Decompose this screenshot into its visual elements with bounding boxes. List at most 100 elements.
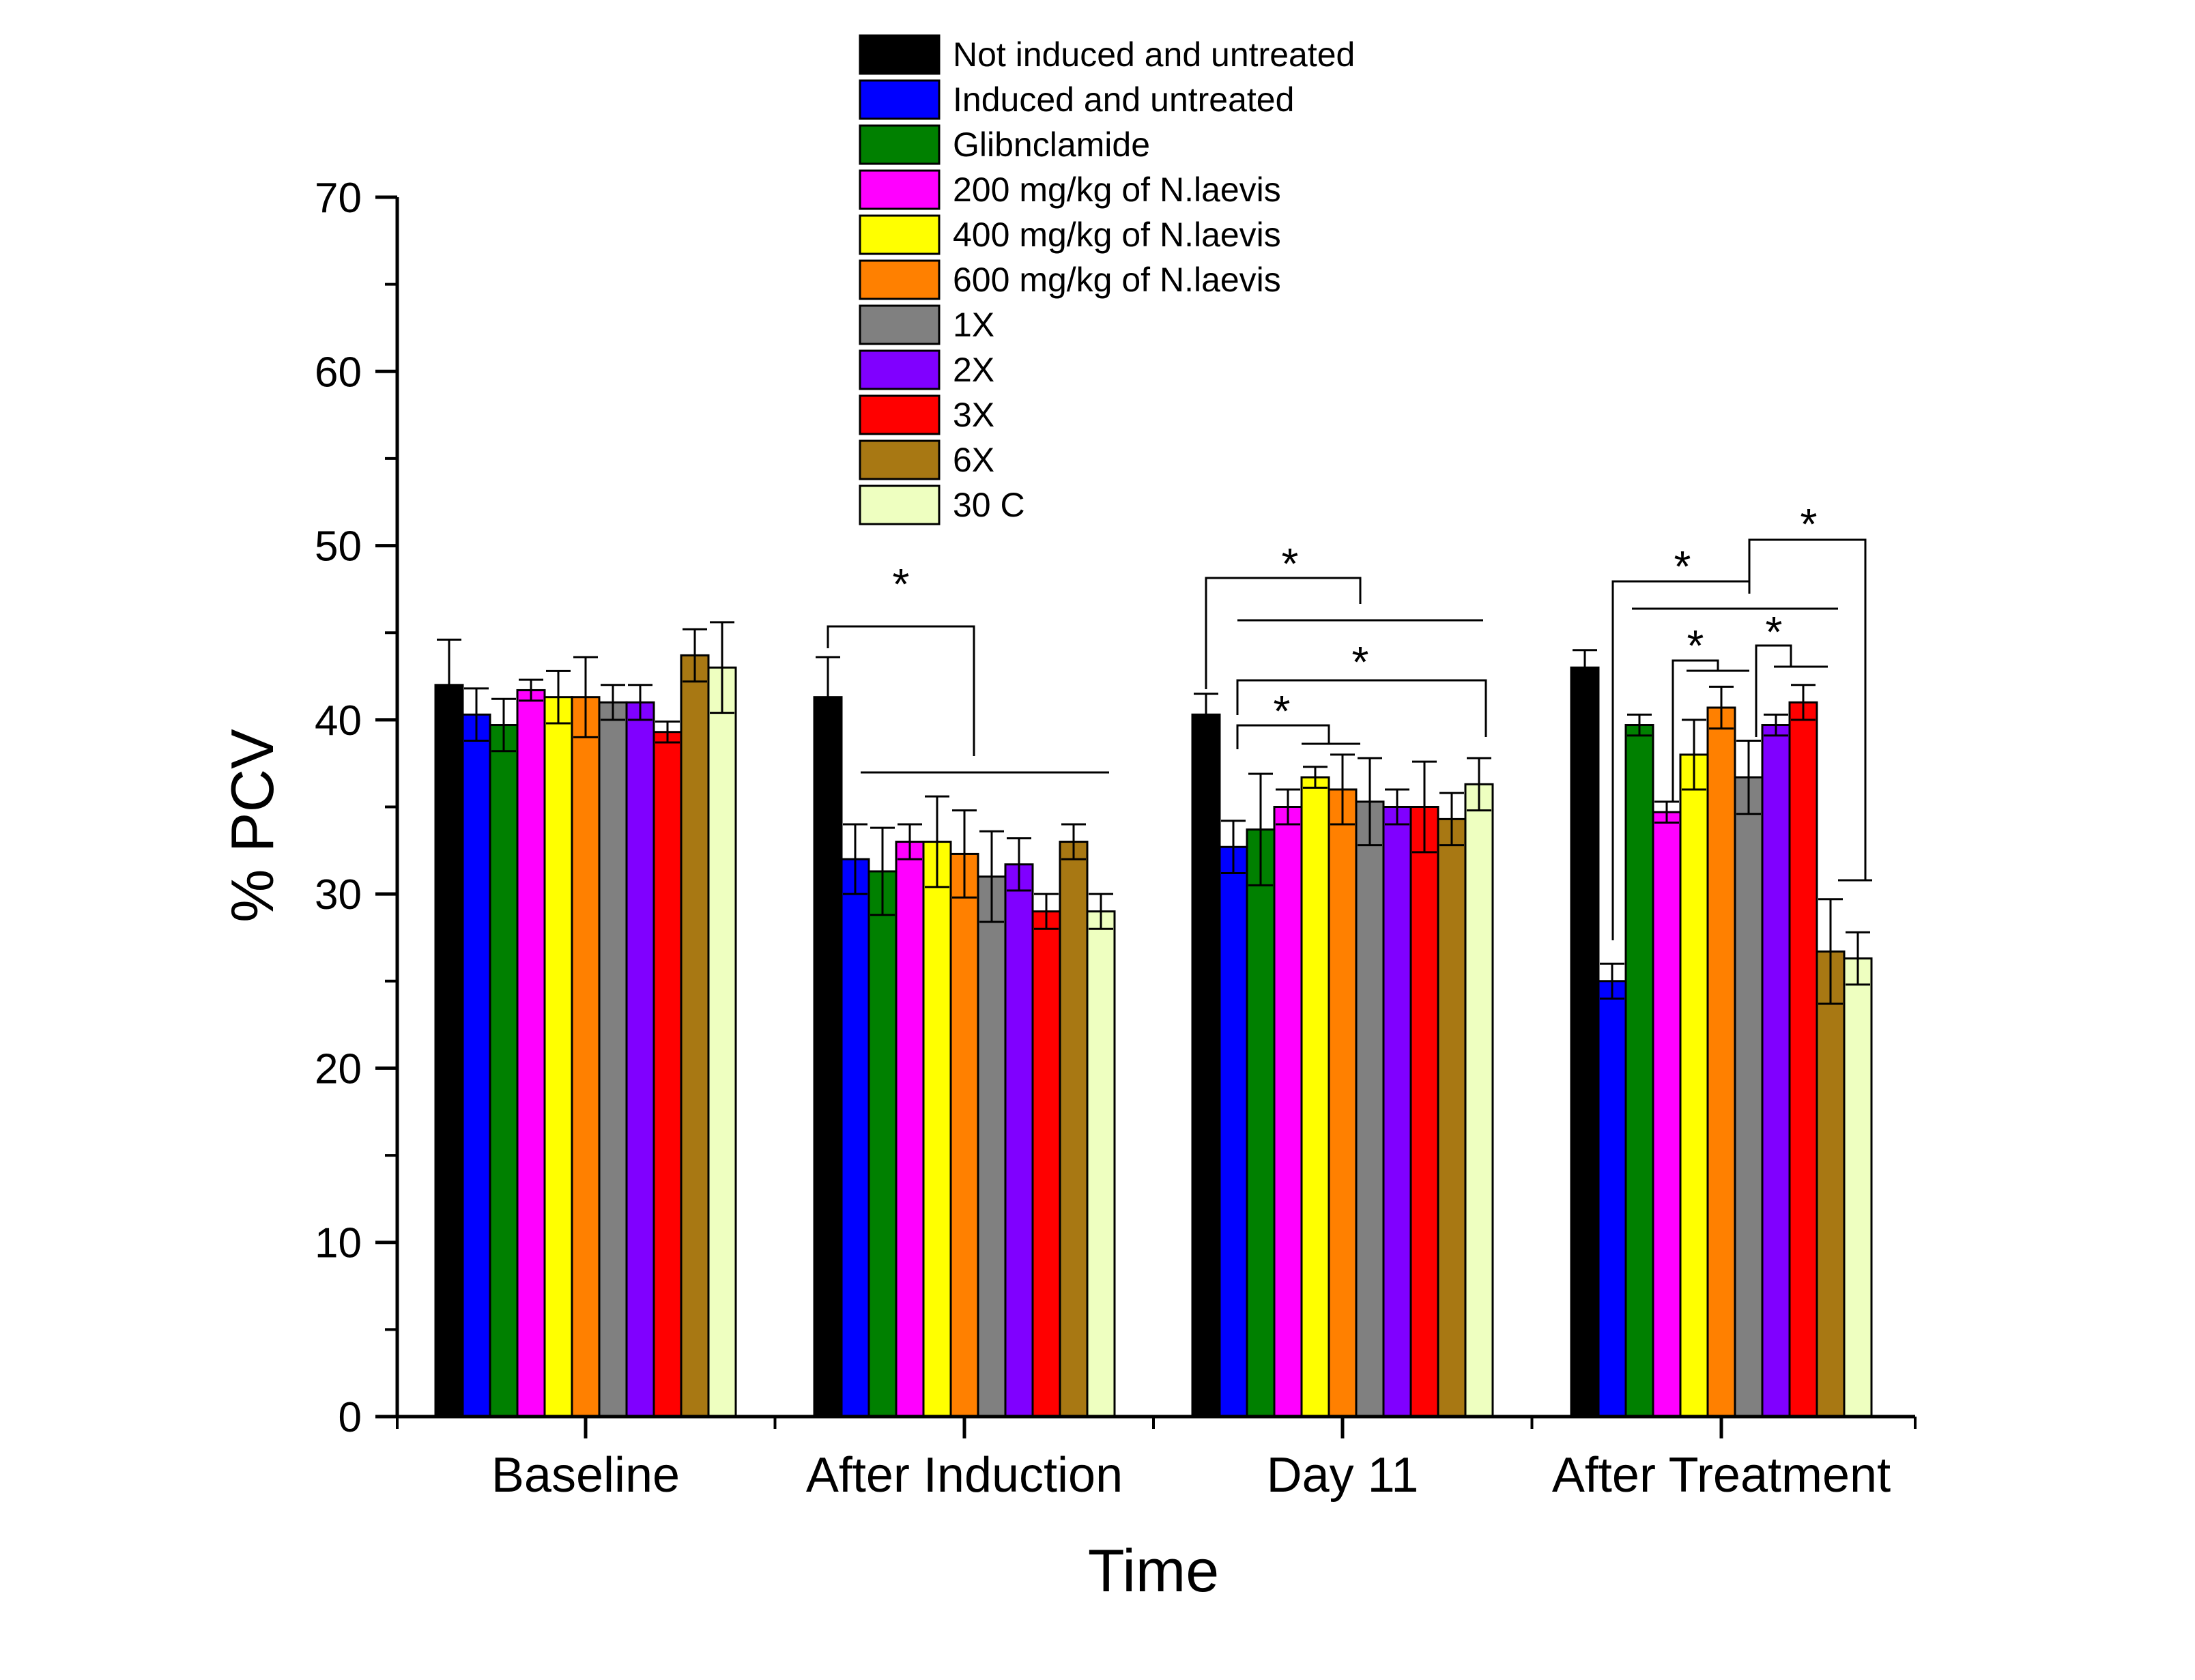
bar-1-1 xyxy=(840,858,870,1418)
error-bar-8-3 xyxy=(1791,684,1816,721)
error-bar-9-3 xyxy=(1818,898,1843,1005)
star-treatment-c: * xyxy=(1687,621,1704,670)
error-bar-2-1 xyxy=(870,826,895,916)
error-bar-4-1 xyxy=(925,795,949,888)
bar-2-0 xyxy=(489,724,519,1418)
bar-9-0 xyxy=(680,654,710,1418)
error-bar-2-3 xyxy=(1627,713,1652,737)
error-bar-8-1 xyxy=(1034,893,1059,930)
bar-0-2 xyxy=(1191,713,1221,1418)
star-day11-a: * xyxy=(1282,539,1299,588)
x-category-label-1: After Induction xyxy=(806,1448,1123,1503)
legend: Not induced and untreated Induced and unt… xyxy=(859,34,1355,525)
bars-layer xyxy=(434,654,1873,1418)
error-bar-2-2 xyxy=(1248,772,1273,886)
legend-item-0: Not induced and untreated xyxy=(859,34,1355,75)
legend-swatch-7 xyxy=(859,349,941,390)
bracket-treatment-a xyxy=(1611,580,1751,940)
error-bar-3-3 xyxy=(1654,800,1679,824)
error-bar-10-0 xyxy=(710,621,734,714)
bracket-treatment-e xyxy=(1672,659,1719,801)
legend-swatch-2 xyxy=(859,124,941,165)
y-tick-label-60: 60 xyxy=(315,349,362,396)
error-bar-5-1 xyxy=(952,809,977,899)
bar-1-3 xyxy=(1597,980,1627,1418)
legend-item-4: 400 mg/kg of N.laevis xyxy=(859,214,1281,255)
legend-swatch-8 xyxy=(859,394,941,435)
error-bar-5-3 xyxy=(1709,685,1734,730)
legend-label-5: 600 mg/kg of N.laevis xyxy=(953,261,1281,299)
legend-label-1: Induced and untreated xyxy=(953,81,1294,119)
bar-7-2 xyxy=(1382,806,1412,1418)
y-tick-label-40: 40 xyxy=(315,697,362,744)
bracket-day11-c xyxy=(1236,679,1487,737)
legend-swatch-4 xyxy=(859,214,941,255)
legend-label-2: Glibnclamide xyxy=(953,126,1150,164)
error-bar-5-2 xyxy=(1330,753,1355,826)
error-bar-7-0 xyxy=(628,684,652,721)
bar-4-1 xyxy=(922,841,952,1418)
bar-6-1 xyxy=(977,875,1007,1418)
legend-label-7: 2X xyxy=(953,351,994,389)
bar-10-2 xyxy=(1464,783,1494,1418)
y-axis-title: % PCV xyxy=(218,729,286,923)
error-bar-9-1 xyxy=(1061,823,1086,860)
error-bar-0-2 xyxy=(1194,693,1218,737)
error-bar-6-0 xyxy=(601,684,625,721)
bracket-treatment-c xyxy=(1748,538,1867,880)
legend-item-6: 1X xyxy=(859,304,994,345)
bar-9-2 xyxy=(1437,817,1467,1418)
star-treatment-d: * xyxy=(1766,607,1783,656)
error-bar-5-0 xyxy=(573,656,598,738)
bar-6-0 xyxy=(598,701,628,1418)
x-axis-title: Time xyxy=(1088,1537,1219,1604)
error-bar-10-2 xyxy=(1467,757,1491,812)
error-bar-10-1 xyxy=(1089,893,1113,930)
bar-1-2 xyxy=(1218,845,1248,1418)
error-bar-7-2 xyxy=(1385,788,1409,826)
error-bar-3-0 xyxy=(519,678,543,702)
bar-4-0 xyxy=(543,696,573,1418)
y-tick-label-10: 10 xyxy=(315,1220,362,1267)
bar-10-3 xyxy=(1843,957,1873,1418)
bar-7-3 xyxy=(1761,724,1791,1418)
bracket-day11-d xyxy=(1236,724,1330,749)
legend-swatch-1 xyxy=(859,79,941,120)
bar-3-2 xyxy=(1273,806,1303,1418)
bar-9-3 xyxy=(1816,950,1846,1418)
legend-swatch-6 xyxy=(859,304,941,345)
legend-label-4: 400 mg/kg of N.laevis xyxy=(953,216,1281,254)
bar-5-2 xyxy=(1328,788,1358,1418)
error-bar-1-0 xyxy=(464,687,489,742)
legend-item-8: 3X xyxy=(859,394,994,435)
bracket-day11-a xyxy=(1205,577,1362,689)
bar-8-3 xyxy=(1788,701,1818,1418)
error-bar-6-3 xyxy=(1736,739,1761,815)
y-tick-label-70: 70 xyxy=(315,175,362,222)
error-bar-8-0 xyxy=(655,720,680,744)
error-bars-layer xyxy=(437,621,1870,1005)
star-induction: * xyxy=(893,560,910,609)
legend-label-10: 30 C xyxy=(953,486,1025,524)
legend-item-3: 200 mg/kg of N.laevis xyxy=(859,169,1281,210)
bar-3-1 xyxy=(895,841,925,1418)
legend-label-8: 3X xyxy=(953,396,994,434)
error-bar-0-1 xyxy=(816,656,840,738)
axes-layer: 0 10 20 30 40 50 60 70 Baseline After Induction Da… xyxy=(315,175,1917,1503)
y-tick-label-30: 30 xyxy=(315,871,362,918)
bar-9-1 xyxy=(1059,841,1089,1418)
legend-swatch-5 xyxy=(859,259,941,300)
legend-label-0: Not induced and untreated xyxy=(953,35,1355,74)
bar-0-0 xyxy=(434,684,464,1418)
error-bar-2-0 xyxy=(491,697,516,753)
error-bar-7-1 xyxy=(1007,837,1031,892)
error-bar-4-2 xyxy=(1303,766,1328,789)
x-category-label-2: Day 11 xyxy=(1267,1448,1419,1503)
legend-swatch-9 xyxy=(859,439,941,480)
error-bar-6-1 xyxy=(979,830,1004,923)
bar-0-1 xyxy=(813,696,843,1418)
bar-2-3 xyxy=(1624,724,1654,1418)
error-bar-10-3 xyxy=(1846,931,1870,986)
bar-7-0 xyxy=(625,701,655,1418)
bar-3-3 xyxy=(1652,811,1682,1418)
